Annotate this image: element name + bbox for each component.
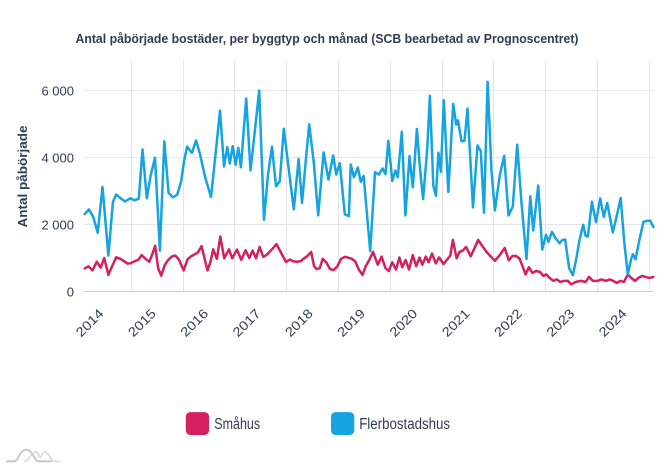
svg-text:2015: 2015 xyxy=(125,306,159,340)
svg-text:0: 0 xyxy=(67,285,74,300)
svg-text:2021: 2021 xyxy=(439,306,473,340)
svg-text:2 000: 2 000 xyxy=(41,218,74,233)
svg-text:2022: 2022 xyxy=(491,306,525,340)
svg-text:Antal påbörjade bostäder, per: Antal påbörjade bostäder, per byggtyp oc… xyxy=(76,31,579,46)
svg-text:2017: 2017 xyxy=(230,306,264,340)
svg-text:2016: 2016 xyxy=(177,306,211,340)
svg-text:Småhus: Småhus xyxy=(214,416,260,433)
svg-text:2018: 2018 xyxy=(282,306,316,340)
svg-text:2014: 2014 xyxy=(73,306,107,340)
svg-text:Flerbostadshus: Flerbostadshus xyxy=(359,416,450,433)
svg-text:2019: 2019 xyxy=(334,306,368,340)
svg-text:2024: 2024 xyxy=(596,306,630,340)
svg-text:6 000: 6 000 xyxy=(41,84,74,99)
svg-text:4 000: 4 000 xyxy=(41,151,74,166)
svg-text:Antal påbörjade: Antal påbörjade xyxy=(15,126,30,228)
svg-text:2020: 2020 xyxy=(386,306,420,340)
svg-text:2023: 2023 xyxy=(543,306,577,340)
